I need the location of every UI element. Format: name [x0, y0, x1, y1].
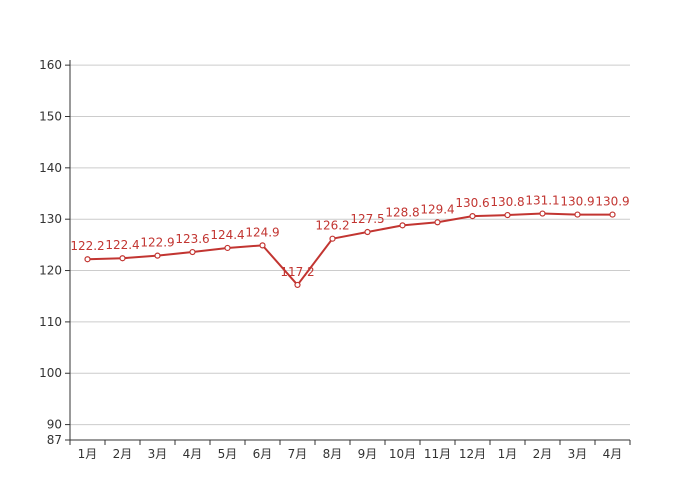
x-tick-label: 12月	[459, 447, 486, 461]
data-label: 126.2	[315, 219, 349, 233]
data-point	[399, 222, 406, 229]
y-tick-label: 110	[39, 315, 62, 329]
x-tick-label: 1月	[498, 447, 518, 461]
x-tick-label: 5月	[218, 447, 238, 461]
data-label: 124.4	[210, 228, 244, 242]
y-tick-label: 130	[39, 212, 62, 226]
data-label: 122.9	[140, 236, 174, 250]
data-label: 129.4	[420, 202, 454, 216]
y-tick-label: 140	[39, 161, 62, 175]
data-label: 122.4	[105, 238, 139, 252]
data-point	[434, 219, 441, 226]
series-line	[87, 212, 613, 286]
data-point	[574, 211, 581, 218]
y-tick-label: 150	[39, 109, 62, 123]
y-tick-label: 120	[39, 264, 62, 278]
x-tick-label: 10月	[389, 447, 416, 461]
data-point	[539, 210, 546, 217]
data-point	[154, 252, 161, 259]
data-label: 124.9	[245, 225, 279, 239]
series-layer	[84, 210, 616, 289]
grid-lines	[70, 64, 630, 426]
y-tick-label: 90	[47, 418, 62, 432]
data-label: 130.8	[490, 195, 524, 209]
data-label: 128.8	[385, 205, 419, 219]
data-point	[294, 281, 301, 289]
data-labels: 122.2 122.4 122.9 123.6 124.4 124.9 117.2 126.2…	[70, 194, 629, 279]
data-label: 130.9	[595, 195, 629, 209]
data-point	[119, 255, 126, 262]
data-point	[189, 248, 196, 256]
x-tick-label: 3月	[568, 447, 588, 461]
x-tick-label: 1月	[78, 447, 98, 461]
data-point	[504, 211, 511, 219]
data-label: 123.6	[175, 232, 209, 246]
x-tick-label: 2月	[533, 447, 553, 461]
data-label: 127.5	[350, 212, 384, 226]
x-tick-label: 6月	[253, 447, 273, 461]
data-point	[609, 211, 616, 218]
y-tick-label: 87	[47, 433, 62, 447]
x-tick-label: 3月	[148, 447, 168, 461]
x-tick-label: 7月	[288, 447, 308, 461]
x-tick-label: 8月	[323, 447, 343, 461]
y-tick-label: 100	[39, 366, 62, 380]
data-point	[84, 256, 91, 263]
data-label: 130.6	[455, 196, 489, 210]
x-tick-label: 2月	[113, 447, 133, 461]
x-tick-label: 4月	[603, 447, 623, 461]
data-point	[224, 244, 231, 252]
data-point	[259, 242, 266, 249]
data-label: 130.9	[560, 195, 594, 209]
data-label: 131.1	[525, 194, 559, 208]
x-tick-label: 11月	[424, 447, 451, 461]
data-point	[364, 228, 371, 236]
data-point	[329, 235, 336, 242]
y-tick-label: 160	[39, 58, 62, 72]
x-tick-label: 4月	[183, 447, 203, 461]
data-label: 117.2	[280, 265, 314, 279]
data-point	[469, 213, 476, 220]
x-tick-label: 9月	[358, 447, 378, 461]
data-label: 122.2	[70, 239, 104, 253]
